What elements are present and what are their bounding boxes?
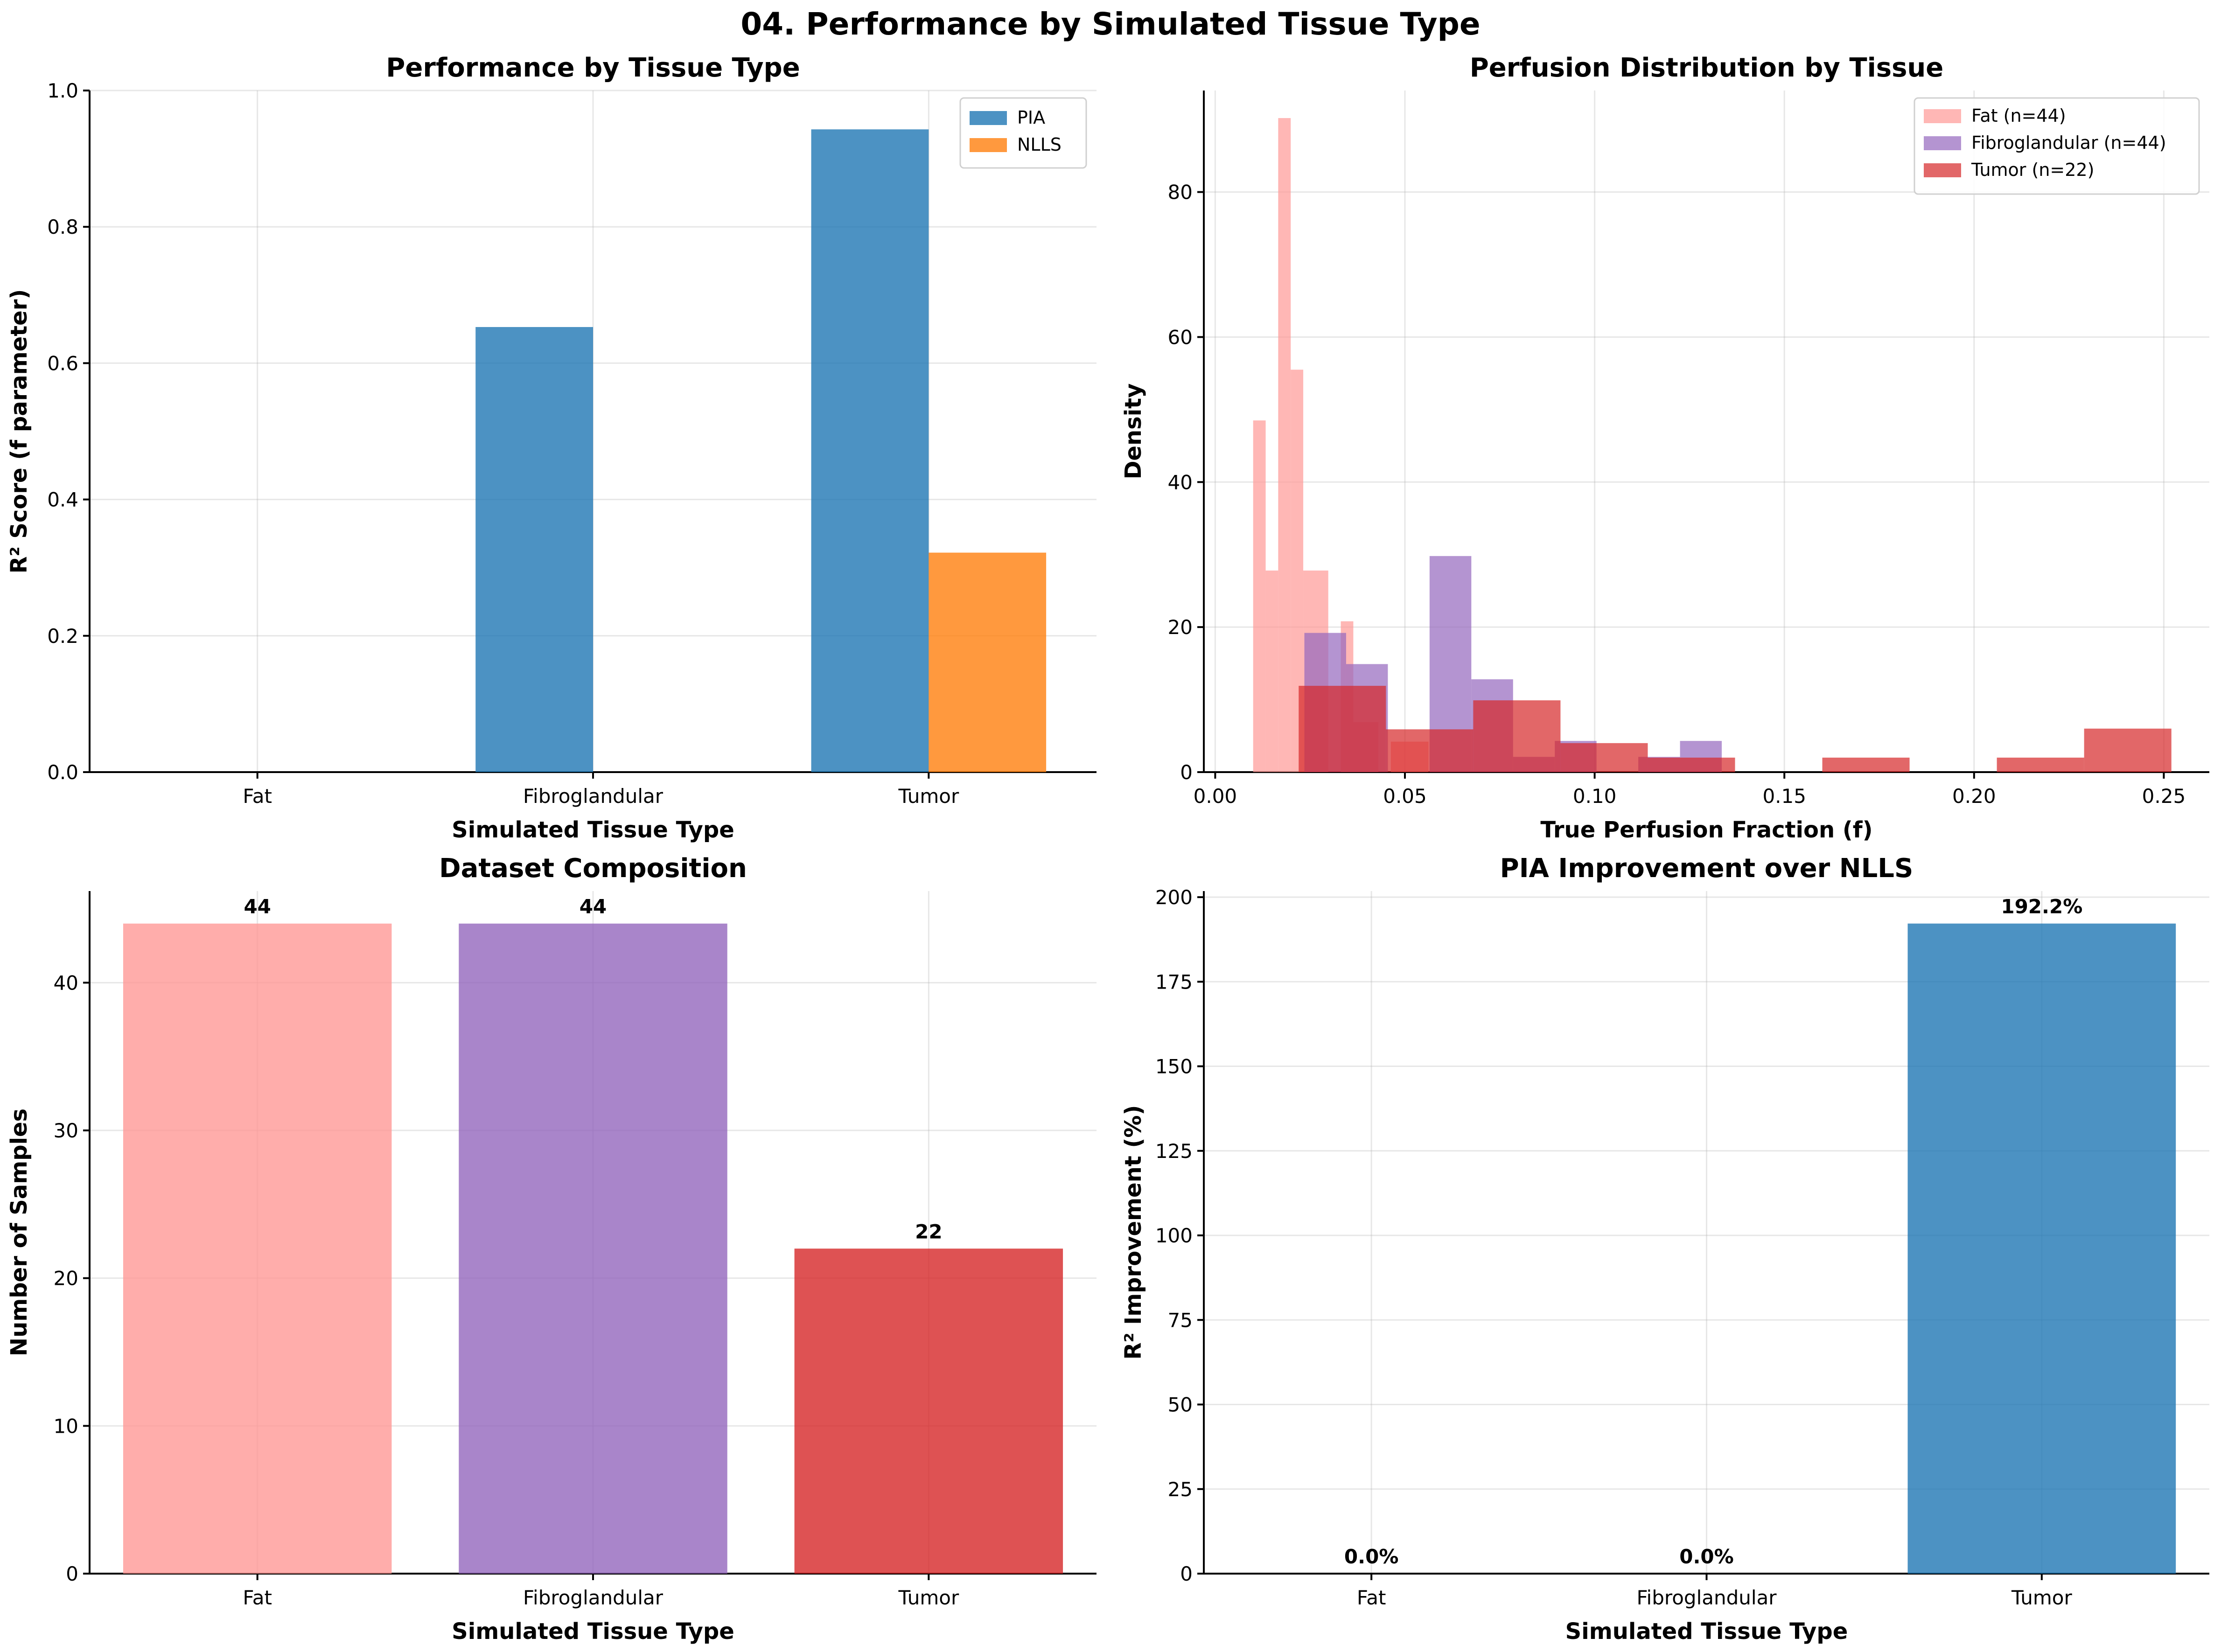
- hist-series-2: [1299, 686, 2172, 772]
- y-tick-label: 60: [1168, 326, 1193, 349]
- y-tick-label: 200: [1155, 886, 1193, 909]
- bar-value-label: 0.0%: [1679, 1545, 1733, 1568]
- y-tick-label: 30: [54, 1119, 78, 1142]
- bar-nlls: [929, 552, 1047, 772]
- legend: PIA NLLS: [959, 97, 1087, 169]
- bar-value-label: 44: [244, 895, 271, 918]
- hist-bin: [1648, 757, 1735, 772]
- x-tick-label: Tumor: [2011, 1586, 2073, 1609]
- bar-value-label: 192.2%: [2001, 895, 2082, 918]
- y-tick-label: 0: [1180, 761, 1193, 784]
- bar-value-label: 44: [580, 895, 607, 918]
- hist-bin: [1997, 757, 2084, 772]
- x-tick-label: Tumor: [898, 1586, 959, 1609]
- legend-swatch: [970, 111, 1007, 125]
- y-tick-label: 0: [1180, 1562, 1193, 1585]
- y-tick-label: 20: [1168, 616, 1193, 639]
- y-tick-label: 25: [1168, 1478, 1193, 1501]
- legend-label: NLLS: [1017, 134, 1062, 155]
- x-tick-label: Fibroglandular: [1636, 1586, 1777, 1609]
- y-tick-label: 150: [1155, 1055, 1193, 1078]
- y-tick-label: 1.0: [47, 79, 78, 102]
- x-tick-label: Fibroglandular: [523, 1586, 664, 1609]
- x-axis-label: Simulated Tissue Type: [452, 817, 734, 843]
- y-tick-label: 40: [54, 971, 78, 994]
- y-tick-label: 80: [1168, 181, 1193, 204]
- legend-swatch: [1924, 136, 1961, 150]
- y-tick-label: 50: [1168, 1394, 1193, 1416]
- x-tick-label: Fibroglandular: [523, 785, 664, 808]
- y-tick-label: 0.8: [47, 216, 78, 238]
- y-axis-label: Number of Samples: [6, 1108, 32, 1356]
- x-tick-label: Fat: [1357, 1586, 1386, 1609]
- x-axis-label: True Perfusion Fraction (f): [1540, 817, 1872, 843]
- legend-label: Fibroglandular (n=44): [1971, 132, 2166, 153]
- legend: Fat (n=44) Fibroglandular (n=44) Tumor (n=…: [1914, 97, 2200, 195]
- legend-swatch: [1924, 163, 1961, 177]
- figure-suptitle: 04. Performance by Simulated Tissue Type: [740, 6, 1480, 42]
- y-tick-label: 0.6: [47, 352, 78, 375]
- hist-bin: [1560, 743, 1648, 772]
- chart-title: Perfusion Distribution by Tissue: [1470, 53, 1944, 83]
- x-tick-label: 0.20: [1952, 785, 1996, 808]
- x-tick-label: 0.25: [2142, 785, 2186, 808]
- hist-bin: [2084, 728, 2172, 772]
- y-tick-label: 0: [66, 1562, 78, 1585]
- hist-bin: [1278, 118, 1291, 772]
- grid: [90, 90, 1097, 773]
- x-axis-label: Simulated Tissue Type: [452, 1618, 734, 1645]
- x-tick-label: Fat: [243, 785, 272, 808]
- legend-label: Fat (n=44): [1971, 105, 2066, 126]
- panel-dataset-composition: 0 10 20 30 40 44 44 22 Fat Fibroglandular Tumor Dat…: [6, 853, 1097, 1645]
- bar-value-label: 0.0%: [1344, 1545, 1398, 1568]
- x-tick-label: 0.10: [1573, 785, 1617, 808]
- x-tick-label: Fat: [243, 1586, 272, 1609]
- y-tick-label: 40: [1168, 471, 1193, 494]
- hist-bin: [1473, 700, 1561, 772]
- y-tick-label: 20: [54, 1267, 78, 1290]
- legend-swatch: [970, 138, 1007, 152]
- panel-perfusion-distribution: 0 20 40 60 80 0.00 0.05 0.10 0.15 0.20 0.25 Perfusi…: [1120, 53, 2209, 843]
- bar-pia: [811, 129, 929, 773]
- chart-title: PIA Improvement over NLLS: [1500, 853, 1914, 884]
- y-tick-label: 75: [1168, 1309, 1193, 1331]
- y-tick-label: 10: [54, 1415, 78, 1437]
- panel-pia-improvement: 0 25 50 75 100 125 150 175 200 0.0% 0.0% 192.2% Fat F…: [1120, 853, 2209, 1645]
- y-tick-label: 0.2: [47, 625, 78, 648]
- bar: [794, 1248, 1063, 1574]
- y-tick-label: 100: [1155, 1224, 1193, 1247]
- y-tick-label: 175: [1155, 970, 1193, 993]
- x-axis-label: Simulated Tissue Type: [1565, 1618, 1848, 1645]
- hist-bin: [1253, 420, 1266, 772]
- panel-performance-by-tissue: 0.0 0.2 0.4 0.6 0.8 1.0 Fat Fibroglandular Tumor…: [6, 53, 1097, 843]
- hist-bin: [1265, 570, 1278, 772]
- bar-pia: [475, 327, 593, 772]
- bar: [123, 923, 392, 1574]
- bar: [1907, 923, 2176, 1574]
- legend-label: Tumor (n=22): [1971, 160, 2094, 180]
- y-tick-label: 125: [1155, 1140, 1193, 1163]
- chart-title: Performance by Tissue Type: [386, 53, 800, 83]
- bar: [459, 923, 727, 1574]
- y-tick-label: 0.0: [47, 761, 78, 784]
- x-tick-label: Tumor: [898, 785, 959, 808]
- y-axis-label: R² Improvement (%): [1120, 1105, 1146, 1360]
- x-tick-label: 0.05: [1383, 785, 1427, 808]
- y-tick-label: 0.4: [47, 488, 78, 511]
- bar-value-label: 22: [915, 1220, 942, 1243]
- hist-bin: [1299, 686, 1386, 772]
- legend-label: PIA: [1017, 107, 1045, 128]
- x-tick-label: 0.00: [1194, 785, 1237, 808]
- legend-frame: [1914, 97, 2200, 195]
- x-tick-label: 0.15: [1762, 785, 1806, 808]
- y-axis-label: R² Score (f parameter): [6, 289, 32, 574]
- y-axis-label: Density: [1120, 383, 1146, 480]
- chart-title: Dataset Composition: [439, 853, 747, 884]
- hist-bin: [1386, 729, 1474, 772]
- hist-bin: [1822, 757, 1910, 772]
- legend-swatch: [1924, 109, 1961, 123]
